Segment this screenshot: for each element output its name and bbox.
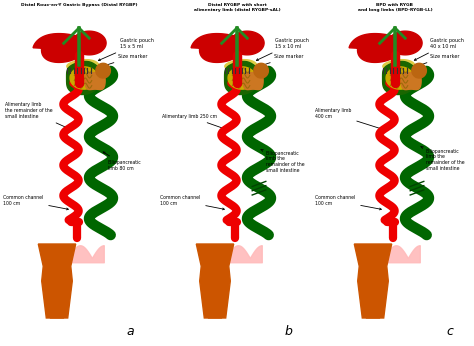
Polygon shape (208, 305, 222, 318)
Text: Size marker: Size marker (403, 54, 459, 71)
Polygon shape (66, 62, 105, 94)
Text: Common channel
100 cm: Common channel 100 cm (3, 195, 68, 210)
Polygon shape (96, 63, 110, 78)
Polygon shape (70, 67, 98, 89)
Polygon shape (67, 60, 99, 73)
Polygon shape (412, 63, 427, 78)
Polygon shape (72, 31, 106, 55)
Polygon shape (383, 60, 415, 73)
Polygon shape (388, 31, 422, 55)
Text: Biliopancreatic
limb 80 cm: Biliopancreatic limb 80 cm (103, 152, 142, 171)
Text: a: a (126, 325, 134, 338)
Text: c: c (447, 325, 454, 338)
Polygon shape (85, 72, 105, 90)
Polygon shape (366, 305, 380, 318)
Polygon shape (243, 72, 263, 90)
Text: Gastric pouch
40 x 10 ml: Gastric pouch 40 x 10 ml (414, 38, 464, 60)
Polygon shape (225, 62, 263, 94)
Text: BPD with RYGB
and long limbs (BPD-RYGB-LL): BPD with RYGB and long limbs (BPD-RYGB-L… (358, 3, 432, 12)
Polygon shape (225, 60, 257, 73)
Polygon shape (228, 67, 256, 89)
Polygon shape (386, 67, 414, 89)
Polygon shape (33, 34, 96, 62)
Text: Gastric pouch
15 x 5 ml: Gastric pouch 15 x 5 ml (99, 38, 154, 61)
Text: Biliopancreatic
limb the
remainder of the
small intestine: Biliopancreatic limb the remainder of th… (261, 149, 305, 173)
Text: Biliopancreatic
limb the
remainder of the
small intestine: Biliopancreatic limb the remainder of th… (421, 146, 465, 171)
Text: Distal Roux-en-Y Gastric Bypass (Distal RYGBP): Distal Roux-en-Y Gastric Bypass (Distal … (21, 3, 137, 7)
Polygon shape (50, 305, 64, 318)
Text: Size marker: Size marker (89, 54, 147, 71)
Text: Alimentary limb
400 cm: Alimentary limb 400 cm (315, 108, 382, 129)
Polygon shape (401, 72, 421, 90)
Polygon shape (38, 244, 76, 318)
Polygon shape (349, 34, 412, 62)
Text: Alimentary limb 250 cm: Alimentary limb 250 cm (162, 114, 225, 129)
Text: Alimentary limb
the remainder of the
small intestine: Alimentary limb the remainder of the sma… (5, 102, 69, 129)
Polygon shape (354, 244, 392, 318)
Text: Common channel
100 cm: Common channel 100 cm (315, 195, 382, 210)
Text: Gastric pouch
15 x 10 ml: Gastric pouch 15 x 10 ml (256, 38, 309, 61)
Polygon shape (383, 62, 421, 94)
Polygon shape (230, 31, 264, 55)
Polygon shape (196, 244, 234, 318)
Text: Distal RYGBP with short
alimentary limb (distal RYGBP-sAL): Distal RYGBP with short alimentary limb … (194, 3, 280, 12)
Text: Common channel
100 cm: Common channel 100 cm (160, 195, 224, 210)
Text: Size marker: Size marker (246, 54, 303, 71)
Text: b: b (284, 325, 292, 338)
Polygon shape (191, 34, 254, 62)
Polygon shape (254, 63, 268, 78)
